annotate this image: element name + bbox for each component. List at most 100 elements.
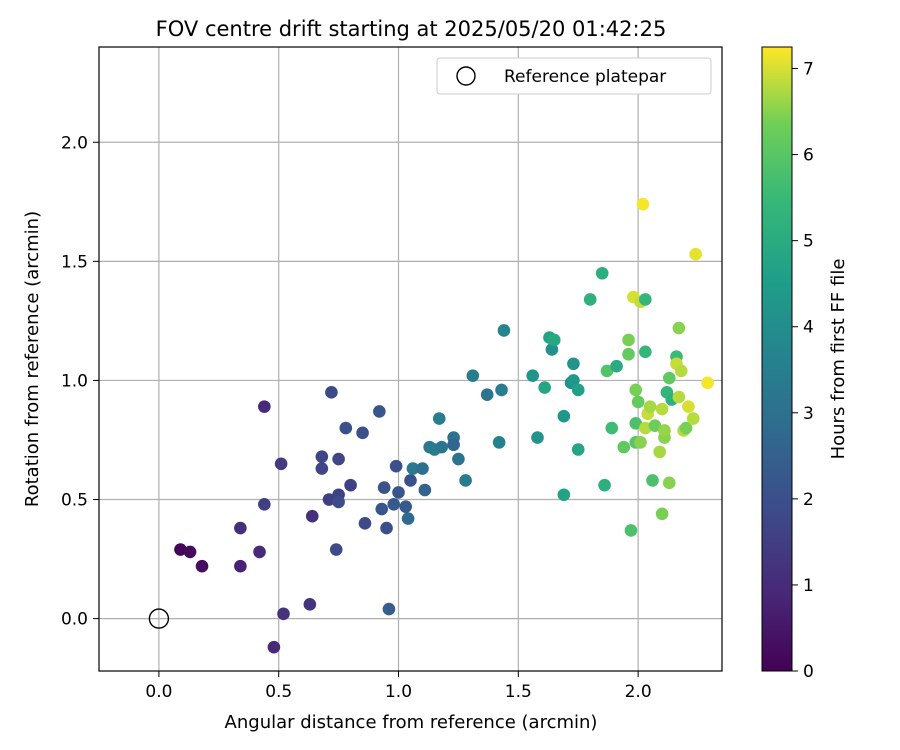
data-point	[416, 462, 429, 475]
colorbar-tick-label: 0	[803, 662, 814, 682]
data-point	[526, 369, 540, 382]
legend-marker-icon	[456, 66, 476, 86]
data-point	[339, 421, 353, 435]
data-point	[610, 359, 623, 373]
y-axis-label: Rotation from reference (arcmin)	[22, 211, 43, 507]
data-point	[662, 476, 676, 490]
colorbar-ticks: 0 1 2 3 4 5 6 7	[792, 60, 814, 682]
colorbar-tick-label: 4	[803, 318, 814, 338]
data-point	[557, 488, 571, 502]
x-axis-ticks: 0.0 0.5 1.0 1.5 2.0	[145, 671, 652, 702]
data-point	[418, 483, 432, 497]
data-point	[195, 559, 209, 573]
x-tick-label: 1.5	[505, 682, 532, 702]
colorbar-tick-label: 6	[803, 146, 814, 166]
data-point	[629, 383, 643, 397]
data-point	[387, 497, 401, 511]
data-point	[682, 400, 695, 413]
legend-box	[436, 57, 712, 95]
x-axis-label: Angular distance from reference (arcmin)	[225, 712, 598, 733]
data-point	[655, 507, 669, 521]
data-point	[567, 357, 580, 371]
data-point	[648, 419, 662, 432]
data-point	[557, 409, 571, 423]
x-tick-label: 2.0	[625, 682, 652, 702]
data-point	[639, 421, 652, 435]
data-point	[600, 364, 614, 378]
chart-title: FOV centre drift starting at 2025/05/20 …	[156, 17, 667, 41]
data-point	[598, 478, 611, 492]
data-point	[674, 364, 688, 378]
data-point	[401, 512, 415, 525]
data-point	[447, 438, 460, 452]
data-point	[274, 457, 288, 471]
colorbar-tick-label: 7	[803, 60, 814, 80]
data-point	[356, 426, 369, 440]
data-point	[332, 495, 345, 509]
data-point	[253, 545, 266, 559]
data-point	[495, 383, 508, 397]
data-point	[267, 640, 281, 654]
data-point	[389, 459, 403, 473]
data-point	[567, 374, 580, 387]
colorbar-tick-label: 1	[803, 576, 814, 596]
legend-label: Reference platepar	[504, 67, 666, 87]
data-point	[258, 400, 271, 413]
data-point	[583, 293, 597, 306]
colorbar-tick-label: 2	[803, 490, 814, 510]
data-point	[547, 333, 561, 347]
data-point	[643, 400, 657, 413]
data-point	[629, 417, 643, 430]
data-point	[452, 452, 465, 466]
data-point	[399, 500, 413, 513]
data-point	[571, 383, 585, 397]
colorbar-frame	[761, 46, 793, 672]
data-point	[303, 598, 317, 611]
data-point	[358, 517, 372, 530]
y-tick-label: 1.0	[61, 371, 88, 391]
data-point	[653, 445, 666, 459]
data-point	[679, 421, 693, 435]
data-point	[686, 412, 700, 425]
colorbar: 0 1 2 3 4 5 6 7 Hours from first FF file	[761, 46, 849, 682]
colorbar-tick-label: 3	[803, 404, 814, 424]
reference-point-group	[148, 608, 170, 629]
data-point	[634, 436, 647, 449]
data-point	[344, 478, 357, 492]
data-point	[174, 543, 187, 556]
plot-frame	[98, 46, 723, 672]
data-point	[624, 524, 638, 537]
data-point	[183, 545, 197, 559]
data-point	[406, 462, 420, 475]
legend: Reference platepar	[436, 57, 712, 95]
data-point	[234, 521, 247, 535]
x-tick-label: 0.5	[265, 682, 292, 702]
data-point	[595, 266, 609, 280]
data-point	[672, 390, 686, 404]
data-point	[480, 388, 494, 402]
data-point	[689, 247, 702, 261]
y-tick-label: 0.5	[61, 491, 88, 511]
data-point	[332, 452, 345, 466]
data-point	[375, 502, 389, 516]
data-point	[658, 424, 671, 437]
data-point	[382, 602, 396, 616]
data-point	[377, 481, 391, 494]
colorbar-gradient	[762, 47, 792, 671]
colorbar-tick-label: 5	[803, 232, 814, 252]
data-point	[639, 293, 652, 306]
data-point	[622, 333, 635, 347]
data-point	[672, 321, 686, 335]
x-tick-label: 0.0	[145, 682, 172, 702]
data-point	[258, 497, 271, 511]
data-point	[373, 405, 386, 418]
data-point	[277, 607, 290, 621]
data-point	[639, 345, 652, 359]
y-tick-label: 0.0	[61, 610, 88, 630]
data-point	[497, 324, 511, 337]
grid-lines	[99, 47, 722, 671]
colorbar-label: Hours from first FF file	[828, 259, 849, 460]
x-tick-label: 1.0	[385, 682, 412, 702]
data-point	[404, 474, 417, 487]
